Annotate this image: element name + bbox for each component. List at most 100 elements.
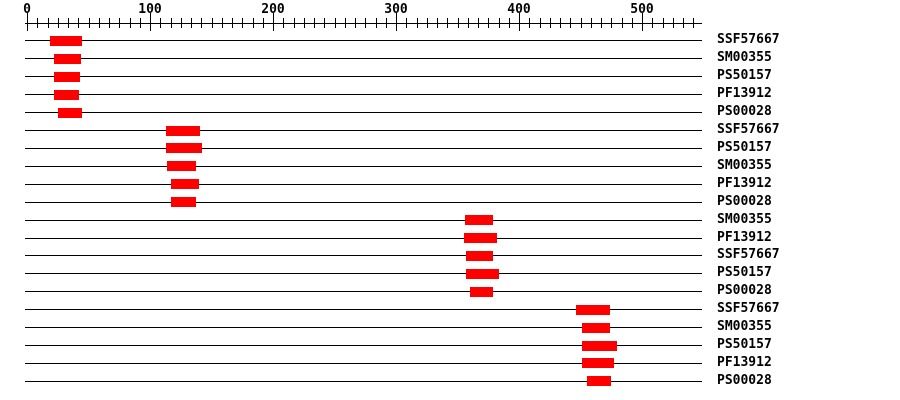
- x-axis-minor-tick: [109, 18, 110, 28]
- sequence-row-line: [25, 380, 702, 382]
- x-axis-minor-tick: [652, 18, 654, 28]
- x-axis-minor-tick: [488, 18, 490, 28]
- x-axis-minor-tick: [621, 18, 623, 28]
- x-axis-minor-tick: [457, 18, 459, 28]
- x-axis-minor-tick: [447, 18, 449, 28]
- x-axis-minor-tick: [324, 18, 326, 28]
- x-axis-minor-tick: [385, 18, 387, 28]
- x-axis-minor-tick: [252, 18, 254, 28]
- x-axis-minor-tick: [180, 18, 182, 28]
- feature-span: [464, 215, 494, 226]
- feature-accession-label: PS50157: [717, 139, 772, 155]
- x-axis-minor-tick: [560, 18, 561, 28]
- x-axis-minor-tick: [47, 18, 49, 28]
- feature-accession-label: PS00028: [717, 104, 772, 120]
- x-axis-minor-tick: [68, 18, 69, 28]
- x-axis-minor-tick: [426, 18, 428, 28]
- sequence-row-line: [25, 362, 702, 364]
- x-axis-minor-tick: [334, 18, 336, 28]
- feature-accession-label: PS50157: [717, 265, 772, 281]
- feature-span: [50, 35, 83, 46]
- x-axis-minor-tick: [201, 18, 203, 28]
- x-axis-minor-tick: [416, 18, 418, 28]
- feature-span: [54, 53, 82, 64]
- feature-span: [469, 286, 494, 297]
- feature-accession-label: PF13912: [717, 229, 772, 245]
- feature-accession-label: SSF57667: [717, 301, 780, 317]
- x-axis-minor-tick: [683, 18, 684, 28]
- x-axis-minor-tick: [78, 18, 80, 28]
- sequence-row-line: [25, 237, 702, 239]
- x-axis-minor-tick: [191, 18, 192, 28]
- sequence-row-line: [25, 58, 702, 60]
- feature-span: [54, 89, 79, 100]
- x-axis-minor-tick: [365, 18, 367, 28]
- x-axis-minor-tick: [631, 18, 633, 28]
- x-axis-minor-tick: [344, 18, 346, 28]
- feature-span: [463, 233, 497, 244]
- x-axis-minor-tick: [570, 18, 572, 28]
- sequence-row-line: [25, 183, 702, 185]
- x-axis-line: [25, 23, 702, 24]
- sequence-row-line: [25, 112, 702, 114]
- x-axis-minor-tick: [129, 18, 131, 28]
- feature-accession-label: SM00355: [717, 319, 772, 335]
- feature-accession-label: PS50157: [717, 68, 772, 84]
- x-axis-minor-tick: [98, 18, 100, 28]
- feature-span: [165, 125, 201, 136]
- feature-accession-label: SM00355: [717, 50, 772, 66]
- feature-accession-label: PF13912: [717, 86, 772, 102]
- x-axis-minor-tick: [662, 18, 664, 28]
- x-axis-minor-tick: [242, 18, 244, 28]
- x-axis-major-tick: [27, 13, 28, 31]
- x-axis-minor-tick: [303, 18, 305, 28]
- x-axis-minor-tick: [498, 18, 500, 28]
- x-axis-major-tick: [642, 13, 643, 31]
- x-axis-tick-label: 200: [261, 2, 285, 17]
- x-axis-minor-tick: [539, 18, 541, 28]
- x-axis-minor-tick: [232, 18, 233, 28]
- feature-accession-label: PS00028: [717, 372, 772, 388]
- x-axis-major-tick: [273, 13, 274, 31]
- feature-accession-label: SM00355: [717, 157, 772, 173]
- sequence-row-line: [25, 273, 702, 275]
- x-axis-minor-tick: [57, 18, 59, 28]
- x-axis-minor-tick: [406, 18, 408, 28]
- feature-accession-label: SSF57667: [717, 247, 780, 263]
- x-axis-minor-tick: [478, 18, 479, 28]
- x-axis-tick-label: 500: [630, 2, 654, 17]
- sequence-row-line: [25, 345, 702, 347]
- x-axis-minor-tick: [293, 18, 295, 28]
- sequence-row-line: [25, 130, 702, 131]
- feature-span: [57, 107, 83, 118]
- x-axis-minor-tick: [601, 18, 602, 28]
- feature-accession-label: SSF57667: [717, 122, 780, 137]
- sequence-row-line: [25, 327, 702, 329]
- x-axis-minor-tick: [693, 18, 695, 28]
- feature-span: [167, 161, 196, 172]
- x-axis-minor-tick: [139, 18, 141, 28]
- feature-accession-label: PS00028: [717, 283, 772, 299]
- x-axis-minor-tick: [467, 18, 469, 28]
- sequence-row-line: [25, 94, 702, 96]
- x-axis-minor-tick: [221, 18, 223, 28]
- feature-span: [170, 197, 196, 208]
- feature-span: [466, 268, 500, 279]
- x-axis-minor-tick: [580, 18, 582, 28]
- x-axis-minor-tick: [160, 18, 162, 28]
- x-axis-minor-tick: [672, 18, 674, 28]
- x-axis-tick-label: 0: [23, 2, 31, 17]
- x-axis-minor-tick: [262, 18, 264, 28]
- sequence-row-line: [25, 40, 702, 42]
- x-axis-minor-tick: [283, 18, 285, 28]
- sequence-row-line: [25, 255, 702, 257]
- sequence-row-line: [25, 309, 702, 311]
- x-axis-minor-tick: [37, 18, 39, 28]
- x-axis-minor-tick: [88, 18, 90, 28]
- feature-accession-label: PS00028: [717, 193, 772, 209]
- feature-span: [586, 376, 612, 387]
- x-axis-major-tick: [150, 13, 151, 31]
- x-axis-minor-tick: [170, 18, 172, 28]
- x-axis-major-tick: [519, 13, 520, 31]
- x-axis-minor-tick: [611, 18, 613, 28]
